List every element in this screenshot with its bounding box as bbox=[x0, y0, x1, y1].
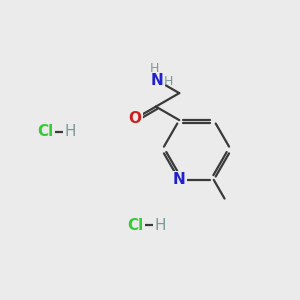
Text: O: O bbox=[129, 111, 142, 126]
Text: N: N bbox=[173, 172, 186, 188]
Text: Cl: Cl bbox=[127, 218, 143, 232]
Text: H: H bbox=[155, 218, 166, 232]
Text: H: H bbox=[65, 124, 76, 140]
Text: N: N bbox=[151, 73, 164, 88]
Text: Cl: Cl bbox=[37, 124, 53, 140]
Text: H: H bbox=[149, 62, 159, 76]
Text: H: H bbox=[164, 75, 173, 88]
